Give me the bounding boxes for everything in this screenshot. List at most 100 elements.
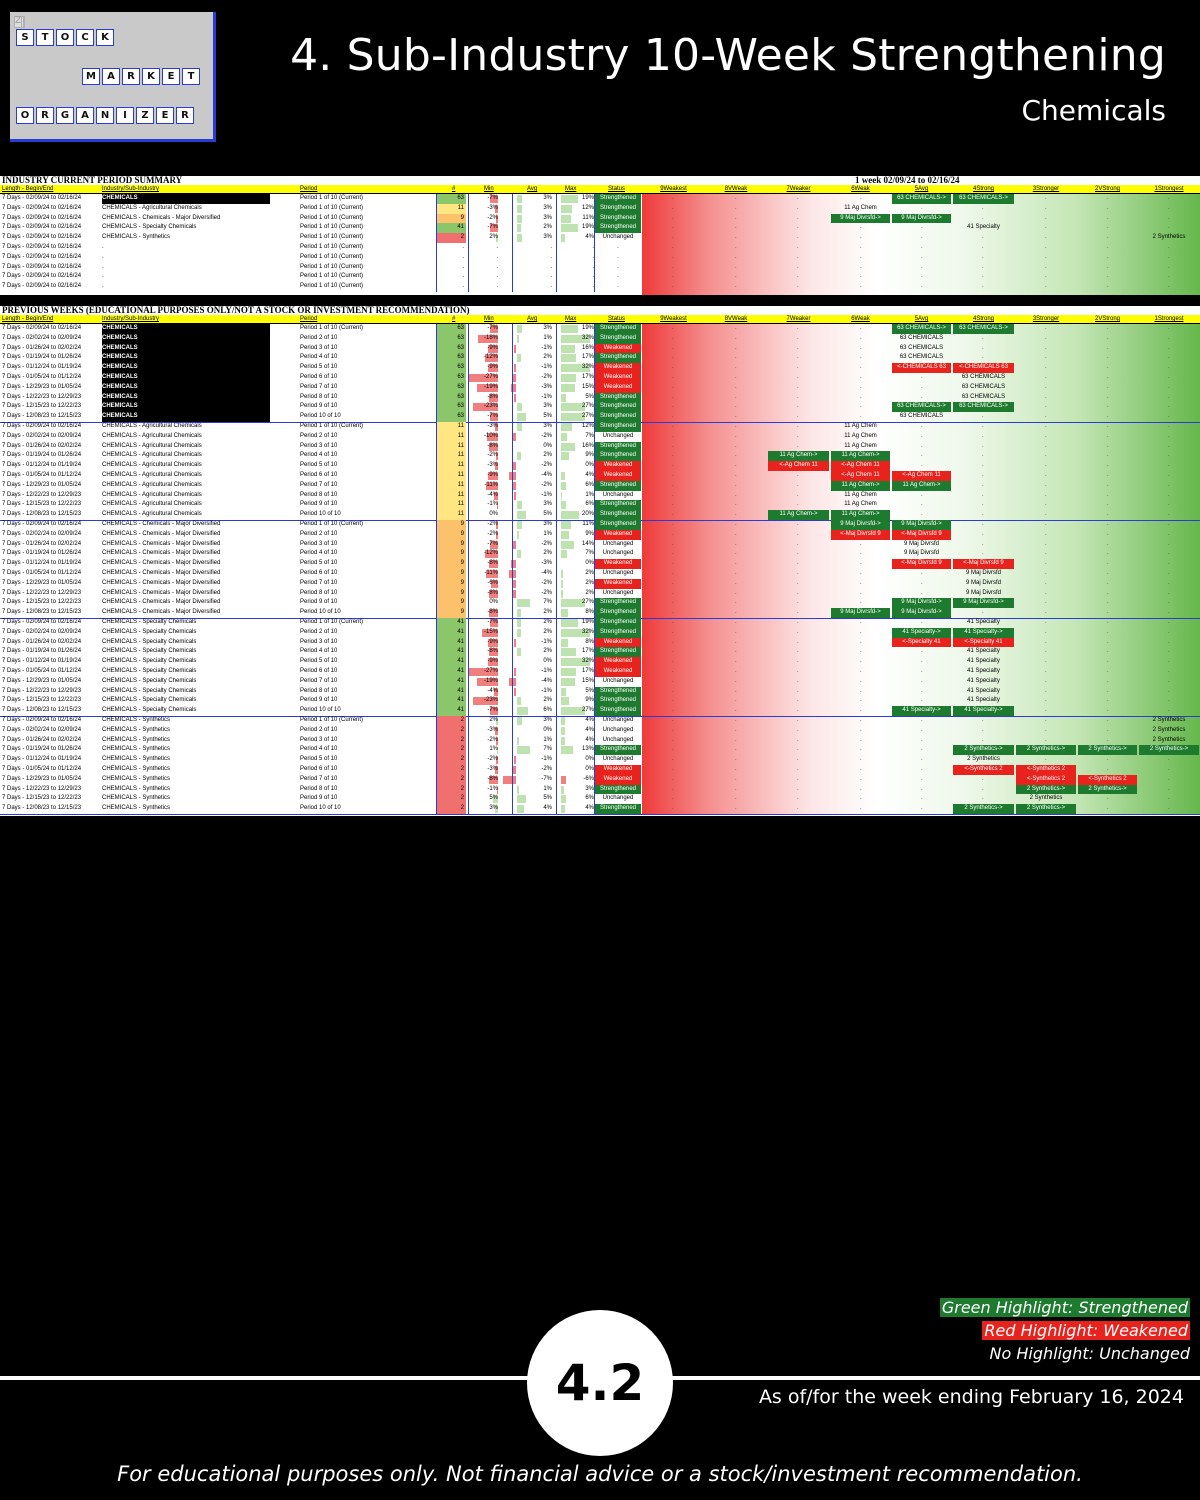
- empty-zone-marker: .: [1045, 393, 1047, 400]
- empty-zone-marker: .: [1107, 570, 1109, 576]
- empty-zone-marker: .: [735, 214, 737, 221]
- row-avg: 7%: [543, 746, 552, 753]
- empty-zone-marker: .: [1107, 530, 1109, 537]
- zone-cell: 2 Synthetics->: [1016, 804, 1076, 814]
- row-status: Strengthened: [595, 627, 641, 638]
- row-max: 5%: [585, 393, 594, 400]
- empty-zone-marker: .: [921, 501, 923, 508]
- zone-cell: 41 Specialty->: [892, 706, 951, 716]
- row-avg: 6%: [543, 707, 552, 714]
- row-period: Period 1 of 10 (Current): [300, 214, 364, 221]
- empty-zone-marker: .: [1107, 521, 1109, 527]
- max-bar: [561, 619, 579, 627]
- empty-zone-marker: .: [672, 560, 674, 567]
- row-avg: 3%: [543, 403, 552, 410]
- zone-cell: 9 Maj Divrsfd->: [953, 598, 1014, 609]
- empty-zone-marker: .: [1107, 334, 1109, 341]
- empty-zone-marker: .: [735, 668, 737, 674]
- empty-zone-marker: .: [735, 658, 737, 665]
- empty-zone-marker: .: [1045, 364, 1047, 371]
- table-row: 7 Days - 01/19/24 to 01/26/24 CHEMICALS Pe…: [0, 353, 1200, 364]
- empty-zone-marker: .: [1045, 423, 1047, 429]
- row-status: Weakened: [595, 471, 641, 481]
- empty-zone-marker: .: [921, 677, 923, 684]
- empty-zone-marker: .: [735, 413, 737, 420]
- logo-letter: G: [56, 107, 74, 124]
- row-avg: 1%: [543, 334, 552, 341]
- avg-bar: [510, 383, 516, 392]
- column-header: Period: [300, 186, 318, 192]
- row-period: Period 6 of 10: [300, 570, 338, 576]
- row-max: 27%: [581, 707, 594, 714]
- row-period: Period 3 of 10: [300, 736, 338, 743]
- column-header: 1Strongest: [1154, 316, 1184, 322]
- min-bar: [489, 560, 498, 569]
- row-industry: CHEMICALS - Specialty Chemicals: [102, 707, 197, 714]
- row-count: .: [462, 253, 464, 260]
- page-title: 4. Sub-Industry 10-Week Strengthening: [290, 30, 1166, 81]
- empty-zone-marker: .: [735, 244, 737, 250]
- avg-bar: [514, 687, 516, 696]
- empty-zone-marker: .: [797, 677, 799, 684]
- row-period: Period 5 of 10: [300, 756, 338, 763]
- empty-zone-marker: .: [860, 775, 862, 782]
- empty-zone-marker: .: [735, 511, 737, 518]
- row-min: 0%: [489, 599, 498, 606]
- row-max: 7%: [585, 550, 594, 557]
- empty-zone-marker: .: [735, 383, 737, 390]
- row-status: Strengthened: [595, 696, 641, 707]
- empty-zone-marker: .: [672, 756, 674, 763]
- logo-letter: K: [142, 68, 160, 85]
- empty-zone-marker: .: [735, 234, 737, 241]
- zone-cell: <-Maj Divrsfd 9: [953, 559, 1014, 569]
- zone-cell: 9 Maj Divrsfd: [903, 540, 939, 547]
- empty-zone-marker: .: [921, 511, 923, 518]
- empty-zone-marker: .: [1168, 756, 1170, 763]
- row-status: Strengthened: [595, 618, 641, 628]
- zone-cell: <-Specialty 41: [892, 637, 951, 648]
- row-period: Period 5 of 10: [300, 658, 338, 665]
- logo-letter: I: [116, 107, 134, 124]
- min-bar: [472, 403, 498, 412]
- empty-zone-marker: .: [672, 403, 674, 410]
- row-length-range: 7 Days - 02/02/24 to 02/09/24: [2, 334, 82, 341]
- empty-zone-marker: .: [735, 540, 737, 547]
- strengthening-table: INDUSTRY CURRENT PERIOD SUMMARY 1 week 02…: [0, 175, 1200, 816]
- table-row: 7 Days - 01/05/24 to 01/12/24 CHEMICALS -…: [0, 765, 1200, 775]
- row-avg: -3%: [541, 383, 552, 390]
- empty-zone-marker: .: [735, 638, 737, 645]
- logo-letter: S: [16, 29, 34, 46]
- max-bar: [561, 726, 565, 735]
- min-bar: [488, 472, 498, 480]
- row-min: -8%: [487, 609, 498, 616]
- empty-zone-marker: .: [860, 619, 862, 625]
- empty-zone-marker: .: [735, 462, 737, 469]
- empty-zone-marker: .: [1168, 530, 1170, 537]
- zone-cell: 63 CHEMICALS: [899, 413, 944, 420]
- min-bar: [494, 766, 498, 774]
- row-status: Strengthened: [595, 194, 641, 204]
- empty-zone-marker: .: [735, 785, 737, 792]
- table-row: 7 Days - 01/26/24 to 02/02/24 CHEMICALS -…: [0, 637, 1200, 648]
- empty-zone-marker: .: [672, 491, 674, 498]
- empty-zone-marker: .: [1107, 263, 1109, 270]
- avg-bar: [512, 481, 516, 490]
- empty-zone-marker: .: [982, 283, 984, 290]
- empty-zone-marker: .: [921, 579, 923, 586]
- empty-zone-marker: .: [797, 472, 799, 478]
- avg-bar: [512, 540, 516, 549]
- row-status: Weakened: [595, 461, 641, 471]
- avg-bar: [514, 638, 516, 647]
- row-count: 2: [436, 233, 466, 243]
- empty-zone-marker: .: [672, 619, 674, 625]
- empty-zone-marker: .: [1168, 677, 1170, 684]
- empty-zone-marker: .: [1107, 354, 1109, 361]
- empty-zone-marker: .: [672, 697, 674, 704]
- empty-zone-marker: .: [860, 195, 862, 201]
- row-min: -9%: [487, 658, 498, 665]
- row-period: Period 4 of 10: [300, 550, 338, 557]
- empty-zone-marker: .: [860, 746, 862, 753]
- row-count: .: [462, 273, 464, 280]
- table-row: 7 Days - 01/26/24 to 02/02/24 CHEMICALS -…: [0, 539, 1200, 550]
- empty-zone-marker: .: [982, 253, 984, 260]
